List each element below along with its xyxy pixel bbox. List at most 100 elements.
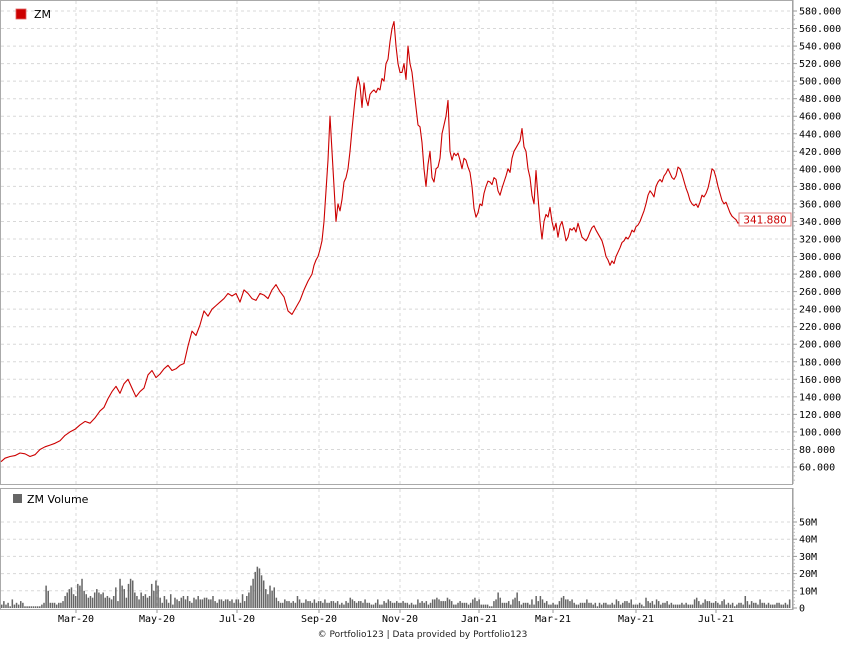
volume-bar xyxy=(482,604,485,608)
volume-bar xyxy=(619,604,622,608)
volume-bar xyxy=(784,602,787,608)
y-tick-label: 440.000 xyxy=(799,129,841,140)
volume-gridlines-vertical xyxy=(75,489,717,609)
volume-bar xyxy=(112,596,115,608)
x-tick-label: May-20 xyxy=(139,614,175,625)
volume-bar xyxy=(271,590,273,608)
volume-bar xyxy=(49,602,52,608)
volume-bar xyxy=(554,604,556,608)
volume-bar xyxy=(761,602,763,608)
volume-bar xyxy=(624,601,626,608)
volume-bar xyxy=(30,606,33,608)
volume-bar xyxy=(210,599,212,608)
volume-bar xyxy=(450,601,453,608)
legend-label-volume: ZM Volume xyxy=(27,493,89,506)
x-tick-label: Nov-20 xyxy=(382,614,418,625)
volume-bar xyxy=(260,575,263,608)
y-tick-label: 50M xyxy=(799,518,817,529)
volume-bar xyxy=(379,604,381,608)
volume-bar xyxy=(322,602,324,608)
volume-bar xyxy=(298,599,301,608)
volume-bar xyxy=(634,604,637,608)
volume-bar xyxy=(596,606,599,608)
volume-bar xyxy=(205,597,208,608)
volume-bar xyxy=(262,580,265,608)
volume-bar xyxy=(518,601,521,608)
volume-bar xyxy=(362,602,364,608)
volume-bar xyxy=(241,594,244,608)
volume-bar xyxy=(34,606,37,608)
volume-bar xyxy=(425,601,428,608)
volume-bar xyxy=(153,590,155,608)
volume-bar xyxy=(106,596,109,608)
volume-bar xyxy=(100,594,102,608)
volume-bar xyxy=(265,589,267,608)
y-tick-label: 220.000 xyxy=(799,322,841,333)
volume-bar xyxy=(645,597,647,608)
volume-bar xyxy=(763,602,766,608)
footer-credit: © Portfolio123 | Data provided by Portfo… xyxy=(317,630,528,640)
volume-bar xyxy=(393,602,396,608)
volume-bar xyxy=(695,597,698,608)
volume-bar xyxy=(725,604,728,608)
x-tick-label: Sep-20 xyxy=(301,614,337,625)
y-tick-label: 30M xyxy=(799,552,817,563)
volume-bar xyxy=(334,602,337,608)
volume-bar xyxy=(214,601,216,608)
volume-bar xyxy=(643,606,645,608)
volume-bar xyxy=(436,597,438,608)
volume-bar xyxy=(427,604,430,608)
volume-bar xyxy=(655,599,658,608)
volume-bar xyxy=(43,602,45,608)
volume-bar xyxy=(505,602,508,608)
volume-bar xyxy=(250,585,252,608)
volume-bar xyxy=(216,602,218,608)
volume-bar xyxy=(41,604,43,608)
volume-bar xyxy=(55,604,58,608)
volume-bar xyxy=(102,592,104,608)
y-tick-label: 100.000 xyxy=(799,427,841,438)
volume-bar xyxy=(104,597,107,608)
x-axis: Mar-20 May-20 Jul-20 Sep-20 Nov-20 Jan-21 Mar-… xyxy=(58,609,734,625)
volume-bar xyxy=(174,597,176,608)
volume-bar xyxy=(674,604,677,608)
last-value-label: 341.880 xyxy=(743,215,786,227)
volume-bar xyxy=(653,604,656,608)
volume-bar xyxy=(96,589,98,608)
volume-bar xyxy=(309,601,311,608)
volume-bar xyxy=(693,599,696,608)
volume-bar xyxy=(222,601,225,608)
volume-bar xyxy=(199,599,202,608)
volume-bar xyxy=(501,602,504,608)
volume-bar xyxy=(776,602,778,608)
volume-bar xyxy=(497,592,499,608)
volume-bar xyxy=(338,604,341,608)
volume-bar xyxy=(39,606,41,608)
volume-bar xyxy=(510,604,512,608)
volume-bar xyxy=(220,599,223,608)
volume-bar xyxy=(400,602,402,608)
volume-bar xyxy=(296,596,299,608)
volume-bar xyxy=(710,602,713,608)
volume-bar xyxy=(537,601,540,608)
volume-bar xyxy=(125,597,128,608)
legend-swatch-volume xyxy=(13,494,22,503)
volume-bar xyxy=(453,604,455,608)
volume-bar xyxy=(83,590,85,608)
volume-bar xyxy=(545,601,548,608)
volume-bar xyxy=(243,601,246,608)
y-tick-label: 560.000 xyxy=(799,24,841,35)
volume-bar xyxy=(176,599,178,608)
volume-bar xyxy=(632,604,635,608)
volume-bar xyxy=(159,597,161,608)
volume-bar xyxy=(622,602,624,608)
volume-bar xyxy=(13,604,16,608)
volume-bar xyxy=(524,602,527,608)
x-tick-label: May-21 xyxy=(618,614,654,625)
volume-bar xyxy=(307,601,309,608)
volume-bar xyxy=(757,604,759,608)
volume-bar xyxy=(638,602,641,608)
volume-bar xyxy=(581,602,584,608)
y-tick-label: 80.000 xyxy=(799,445,835,456)
x-tick-label: Jul-21 xyxy=(698,614,734,625)
